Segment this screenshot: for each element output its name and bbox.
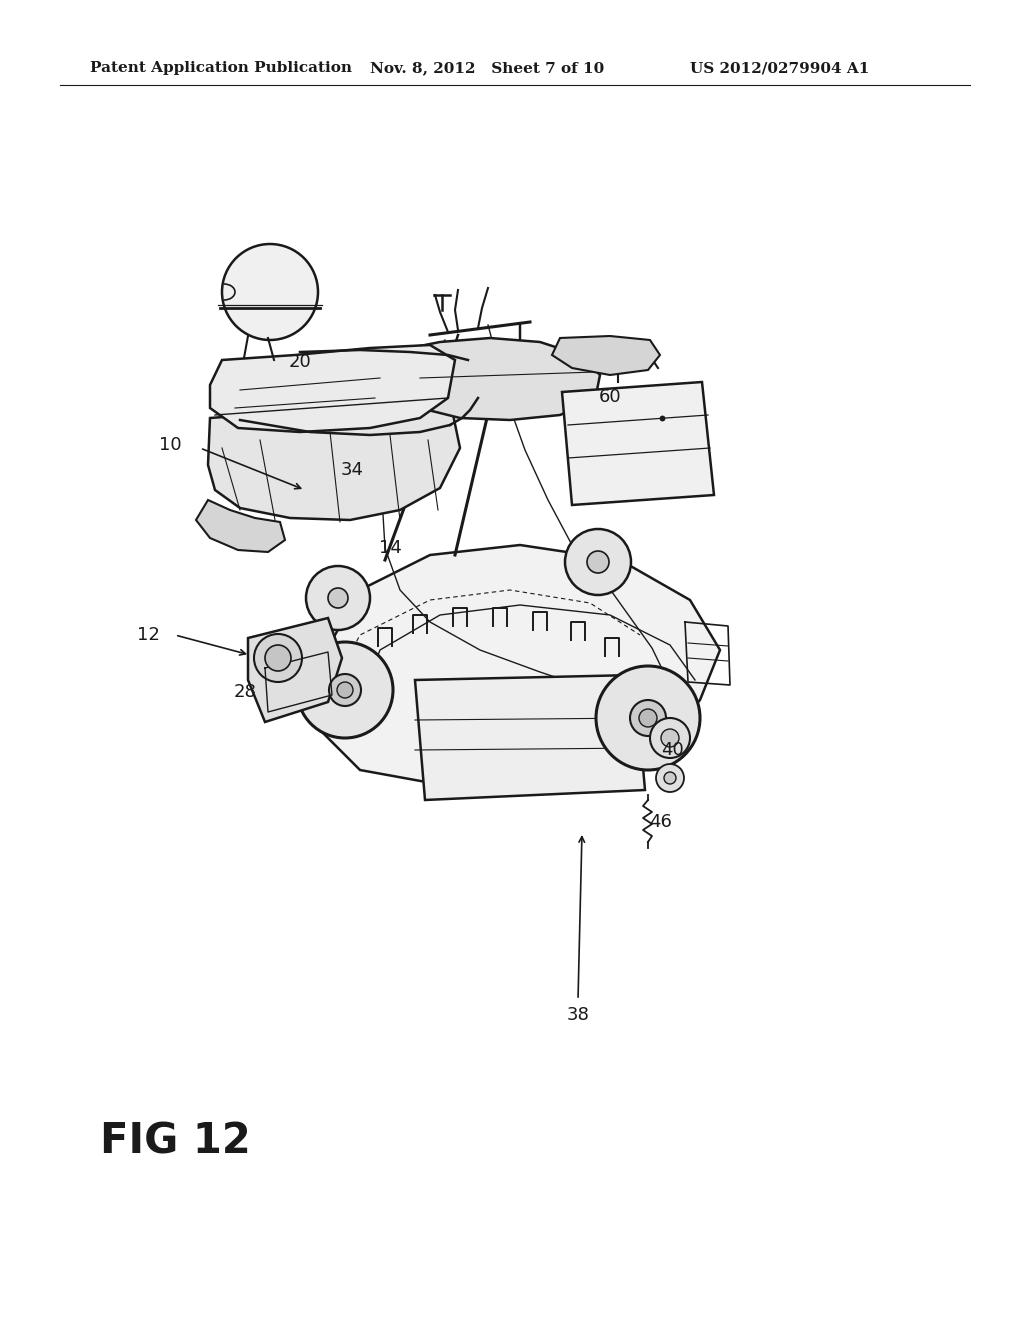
Polygon shape [415,675,645,800]
Circle shape [222,244,318,341]
Text: Nov. 8, 2012   Sheet 7 of 10: Nov. 8, 2012 Sheet 7 of 10 [370,61,604,75]
Text: 28: 28 [233,682,256,701]
Circle shape [639,709,657,727]
Circle shape [630,700,666,737]
Text: 46: 46 [648,813,672,832]
Polygon shape [248,618,342,722]
Circle shape [329,675,361,706]
Polygon shape [562,381,714,506]
Polygon shape [395,338,600,420]
Text: 12: 12 [136,626,160,644]
Text: 10: 10 [159,436,181,454]
Text: 14: 14 [379,539,401,557]
Text: 38: 38 [566,1006,590,1024]
Circle shape [265,645,291,671]
Circle shape [662,729,679,747]
Polygon shape [310,545,720,789]
Text: 60: 60 [599,388,622,407]
Circle shape [328,587,348,609]
Circle shape [565,529,631,595]
Circle shape [664,772,676,784]
Text: 34: 34 [341,461,364,479]
Circle shape [254,634,302,682]
Text: 20: 20 [289,352,311,371]
Text: 40: 40 [660,741,683,759]
Text: FIG 12: FIG 12 [100,1119,251,1162]
Circle shape [306,566,370,630]
Circle shape [587,550,609,573]
Circle shape [297,642,393,738]
Polygon shape [196,500,285,552]
Text: Patent Application Publication: Patent Application Publication [90,61,352,75]
Circle shape [337,682,353,698]
Circle shape [596,667,700,770]
Circle shape [650,718,690,758]
Text: US 2012/0279904 A1: US 2012/0279904 A1 [690,61,869,75]
Circle shape [656,764,684,792]
Polygon shape [210,345,455,432]
Polygon shape [552,337,660,375]
Polygon shape [208,400,460,520]
